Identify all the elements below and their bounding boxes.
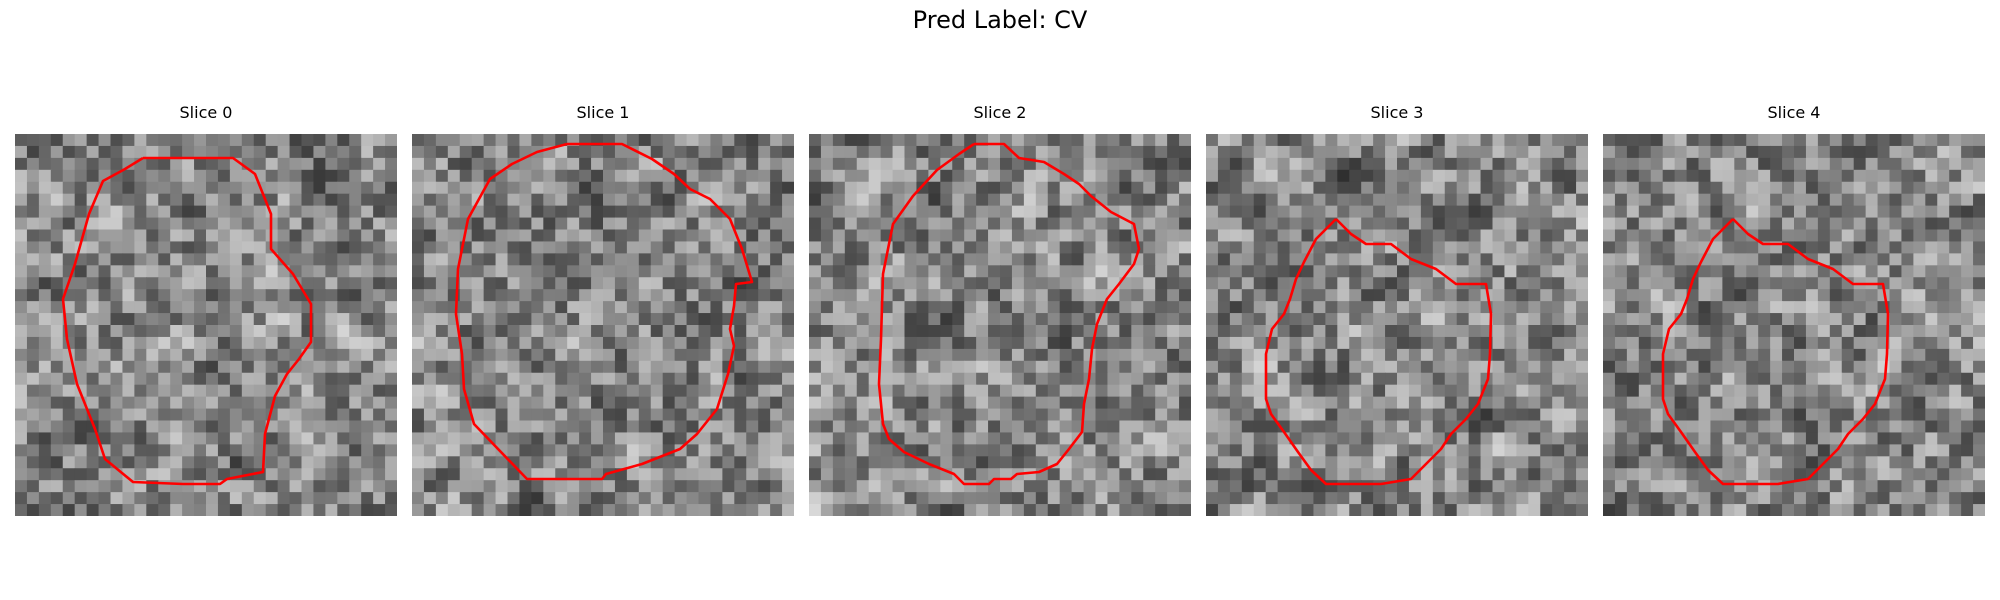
slice-panel-2: Slice 2 — [809, 103, 1191, 517]
contour-2 — [877, 142, 1141, 486]
slice-image-1 — [412, 134, 794, 516]
slice-panel-1: Slice 1 — [412, 103, 794, 517]
slice-image-3 — [1206, 134, 1588, 516]
figure-title: Pred Label: CV — [912, 6, 1088, 34]
slice-title-1: Slice 1 — [576, 103, 630, 122]
slice-panel-0: Slice 0 — [15, 103, 397, 517]
slice-image-4 — [1603, 134, 1985, 516]
slice-panel-3: Slice 3 — [1206, 103, 1588, 517]
slice-title-2: Slice 2 — [973, 103, 1027, 122]
slice-title-4: Slice 4 — [1767, 103, 1821, 122]
contour-0 — [61, 156, 313, 486]
slice-image-0 — [15, 134, 397, 516]
slice-panel-4: Slice 4 — [1603, 103, 1985, 517]
contour-4 — [1661, 218, 1890, 486]
slice-title-3: Slice 3 — [1370, 103, 1424, 122]
slice-image-2 — [809, 134, 1191, 516]
contour-3 — [1264, 218, 1493, 486]
contour-1 — [454, 142, 754, 481]
slice-title-0: Slice 0 — [179, 103, 233, 122]
